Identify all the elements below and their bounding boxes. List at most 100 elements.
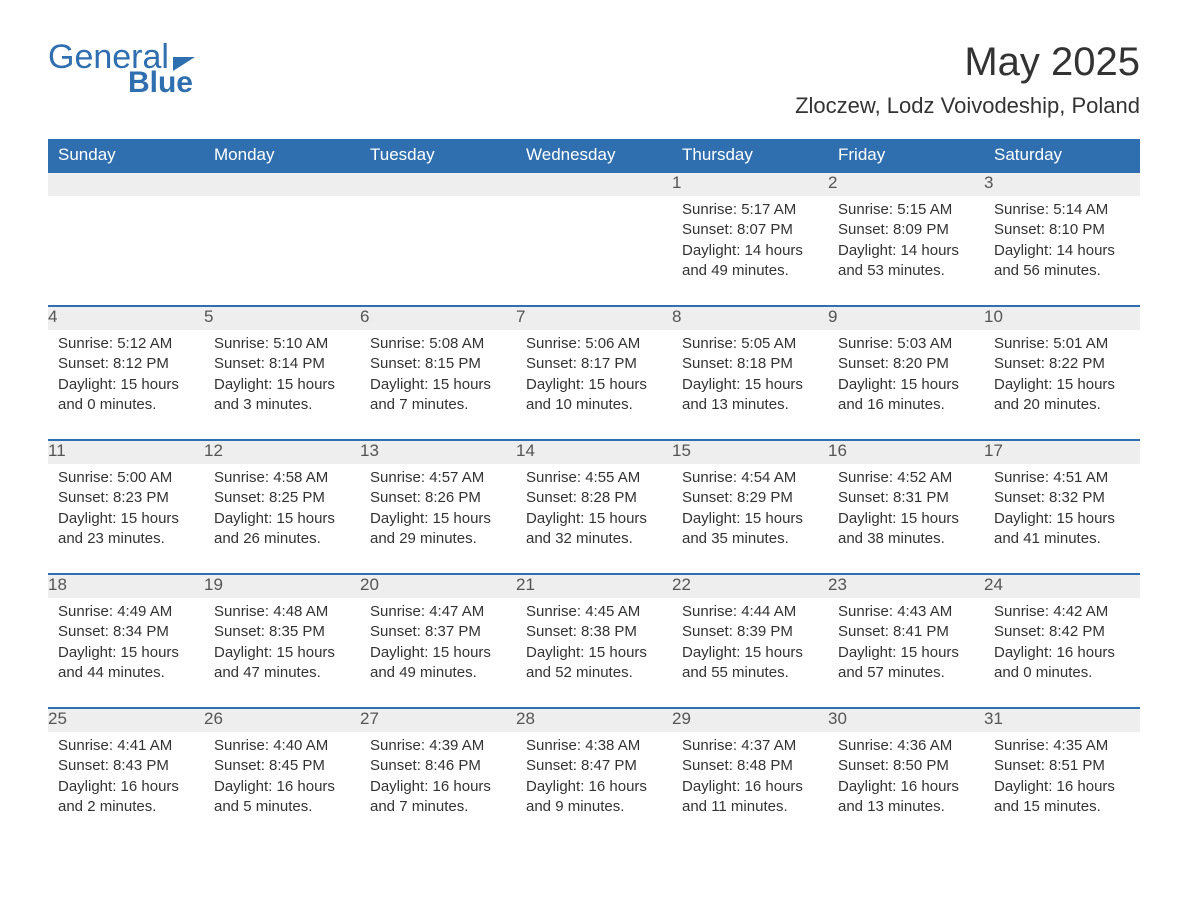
sunrise-line: Sunrise: 5:08 AM — [370, 334, 506, 354]
sunset-line-label: Sunset: — [526, 623, 577, 640]
sunrise-line: Sunrise: 4:51 AM — [994, 468, 1130, 488]
day-number-cell — [48, 172, 204, 196]
day-details-cell: Sunrise: 5:17 AMSunset: 8:07 PMDaylight:… — [672, 196, 828, 306]
day-details-cell: Sunrise: 5:10 AMSunset: 8:14 PMDaylight:… — [204, 330, 360, 440]
daylight-line: Daylight: 15 hours and 3 minutes. — [214, 375, 350, 416]
sunrise-line-value: 4:47 AM — [429, 603, 484, 620]
sunset-line-label: Sunset: — [58, 489, 109, 506]
sunset-line-label: Sunset: — [58, 757, 109, 774]
day-header: Monday — [204, 139, 360, 172]
sunset-line-label: Sunset: — [682, 221, 733, 238]
sunrise-line-label: Sunrise: — [994, 335, 1049, 352]
sunset-line: Sunset: 8:29 PM — [682, 488, 818, 508]
daylight-line-label: Daylight: — [370, 778, 428, 795]
sunrise-line: Sunrise: 4:58 AM — [214, 468, 350, 488]
day-number-cell: 12 — [204, 440, 360, 464]
sunrise-line-value: 4:44 AM — [741, 603, 796, 620]
week-details-row: Sunrise: 4:41 AMSunset: 8:43 PMDaylight:… — [48, 732, 1140, 841]
day-details-cell: Sunrise: 4:57 AMSunset: 8:26 PMDaylight:… — [360, 464, 516, 574]
daylight-line: Daylight: 15 hours and 16 minutes. — [838, 375, 974, 416]
day-details-cell — [204, 196, 360, 306]
sunrise-line-value: 4:42 AM — [1053, 603, 1108, 620]
sunrise-line-label: Sunrise: — [58, 469, 113, 486]
day-number-cell: 11 — [48, 440, 204, 464]
daylight-line: Daylight: 16 hours and 9 minutes. — [526, 777, 662, 818]
daylight-line-label: Daylight: — [838, 242, 896, 259]
sunrise-line-label: Sunrise: — [838, 737, 893, 754]
daylight-line: Daylight: 15 hours and 55 minutes. — [682, 643, 818, 684]
sunrise-line-label: Sunrise: — [838, 603, 893, 620]
daylight-line: Daylight: 15 hours and 41 minutes. — [994, 509, 1130, 550]
header: General Blue May 2025 Zloczew, Lodz Voiv… — [48, 40, 1140, 131]
sunset-line: Sunset: 8:14 PM — [214, 354, 350, 374]
sunset-line: Sunset: 8:47 PM — [526, 756, 662, 776]
sunset-line: Sunset: 8:12 PM — [58, 354, 194, 374]
sunset-line-label: Sunset: — [838, 489, 889, 506]
sunset-line-label: Sunset: — [370, 355, 421, 372]
sunrise-line: Sunrise: 4:36 AM — [838, 736, 974, 756]
sunrise-line-value: 4:51 AM — [1053, 469, 1108, 486]
daylight-line-label: Daylight: — [214, 510, 272, 527]
sunset-line-label: Sunset: — [214, 355, 265, 372]
sunset-line-label: Sunset: — [994, 623, 1045, 640]
sunset-line-value: 8:20 PM — [893, 355, 949, 372]
sunset-line: Sunset: 8:26 PM — [370, 488, 506, 508]
sunset-line-value: 8:29 PM — [737, 489, 793, 506]
day-details-cell: Sunrise: 4:43 AMSunset: 8:41 PMDaylight:… — [828, 598, 984, 708]
sunset-line-value: 8:34 PM — [113, 623, 169, 640]
daylight-line: Daylight: 15 hours and 10 minutes. — [526, 375, 662, 416]
sunset-line-label: Sunset: — [526, 757, 577, 774]
sunrise-line-label: Sunrise: — [838, 469, 893, 486]
sunrise-line-label: Sunrise: — [682, 335, 737, 352]
sunrise-line-label: Sunrise: — [526, 335, 581, 352]
sunrise-line-value: 4:37 AM — [741, 737, 796, 754]
sunset-line: Sunset: 8:42 PM — [994, 622, 1130, 642]
sunrise-line: Sunrise: 4:37 AM — [682, 736, 818, 756]
sunset-line: Sunset: 8:31 PM — [838, 488, 974, 508]
daylight-line: Daylight: 16 hours and 11 minutes. — [682, 777, 818, 818]
daylight-line: Daylight: 15 hours and 20 minutes. — [994, 375, 1130, 416]
daylight-line: Daylight: 15 hours and 23 minutes. — [58, 509, 194, 550]
day-details-cell: Sunrise: 4:51 AMSunset: 8:32 PMDaylight:… — [984, 464, 1140, 574]
sunset-line-value: 8:28 PM — [581, 489, 637, 506]
sunset-line-label: Sunset: — [58, 623, 109, 640]
day-number-cell: 28 — [516, 708, 672, 732]
day-number-cell: 30 — [828, 708, 984, 732]
sunrise-line-value: 4:54 AM — [741, 469, 796, 486]
day-number-cell: 1 — [672, 172, 828, 196]
sunset-line-label: Sunset: — [58, 355, 109, 372]
sunrise-line-label: Sunrise: — [838, 201, 893, 218]
logo: General Blue — [48, 40, 195, 98]
day-number-cell: 22 — [672, 574, 828, 598]
day-header: Friday — [828, 139, 984, 172]
daylight-line-label: Daylight: — [370, 376, 428, 393]
sunrise-line: Sunrise: 5:12 AM — [58, 334, 194, 354]
sunrise-line: Sunrise: 5:01 AM — [994, 334, 1130, 354]
sunrise-line: Sunrise: 4:55 AM — [526, 468, 662, 488]
sunrise-line-label: Sunrise: — [526, 737, 581, 754]
day-number-cell — [360, 172, 516, 196]
sunset-line-value: 8:26 PM — [425, 489, 481, 506]
sunset-line-value: 8:15 PM — [425, 355, 481, 372]
sunset-line-label: Sunset: — [682, 489, 733, 506]
week-daynum-row: 123 — [48, 172, 1140, 196]
day-details-cell: Sunrise: 4:52 AMSunset: 8:31 PMDaylight:… — [828, 464, 984, 574]
sunset-line: Sunset: 8:32 PM — [994, 488, 1130, 508]
daylight-line-label: Daylight: — [682, 644, 740, 661]
daylight-line-label: Daylight: — [682, 778, 740, 795]
sunset-line-label: Sunset: — [526, 355, 577, 372]
sunset-line-label: Sunset: — [994, 355, 1045, 372]
sunset-line-value: 8:35 PM — [269, 623, 325, 640]
daylight-line: Daylight: 15 hours and 47 minutes. — [214, 643, 350, 684]
sunrise-line: Sunrise: 4:52 AM — [838, 468, 974, 488]
day-details-cell: Sunrise: 4:40 AMSunset: 8:45 PMDaylight:… — [204, 732, 360, 841]
daylight-line-label: Daylight: — [994, 644, 1052, 661]
calendar-table: SundayMondayTuesdayWednesdayThursdayFrid… — [48, 139, 1140, 841]
daylight-line: Daylight: 16 hours and 15 minutes. — [994, 777, 1130, 818]
sunrise-line-value: 5:15 AM — [897, 201, 952, 218]
daylight-line: Daylight: 15 hours and 32 minutes. — [526, 509, 662, 550]
sunset-line: Sunset: 8:23 PM — [58, 488, 194, 508]
sunset-line-value: 8:31 PM — [893, 489, 949, 506]
daylight-line-label: Daylight: — [994, 510, 1052, 527]
day-details-cell: Sunrise: 4:58 AMSunset: 8:25 PMDaylight:… — [204, 464, 360, 574]
